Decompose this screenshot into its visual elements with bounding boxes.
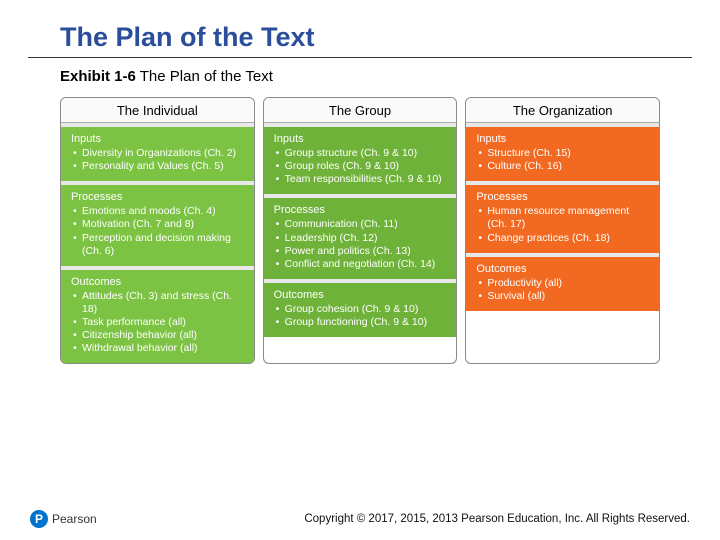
footer: P Pearson Copyright © 2017, 2015, 2013 P… <box>0 510 720 528</box>
exhibit-subtitle: Exhibit 1-6 The Plan of the Text <box>28 58 692 93</box>
list-item: Perception and decision making (Ch. 6) <box>73 232 246 258</box>
column-header: The Individual <box>61 98 254 123</box>
list-item: Communication (Ch. 11) <box>276 218 449 231</box>
exhibit-label: The Plan of the Text <box>136 68 273 85</box>
list-item: Survival (all) <box>478 290 651 303</box>
list-item: Structure (Ch. 15) <box>478 147 651 160</box>
section-head: Inputs <box>71 133 246 145</box>
section-items: Human resource management (Ch. 17)Change… <box>476 205 651 244</box>
list-item: Emotions and moods (Ch. 4) <box>73 205 246 218</box>
list-item: Productivity (all) <box>478 277 651 290</box>
section-head: Outcomes <box>274 289 449 301</box>
column-1: The Group Inputs Group structure (Ch. 9 & … <box>263 97 458 364</box>
section-processes: Processes Communication (Ch. 11)Leadershi… <box>264 194 457 279</box>
section-outcomes: Outcomes Group cohesion (Ch. 9 & 10)Group… <box>264 279 457 337</box>
list-item: Change practices (Ch. 18) <box>478 232 651 245</box>
column-header: The Organization <box>466 98 659 123</box>
title-container: The Plan of the Text <box>28 0 692 58</box>
section-inputs: Inputs Group structure (Ch. 9 & 10)Group … <box>264 123 457 194</box>
list-item: Citizenship behavior (all) <box>73 329 246 342</box>
section-items: Communication (Ch. 11)Leadership (Ch. 12… <box>274 218 449 271</box>
section-head: Processes <box>274 204 449 216</box>
column-2: The Organization Inputs Structure (Ch. 15)… <box>465 97 660 364</box>
exhibit-number: Exhibit 1-6 <box>60 68 136 85</box>
list-item: Task performance (all) <box>73 316 246 329</box>
list-item: Group structure (Ch. 9 & 10) <box>276 147 449 160</box>
list-item: Group roles (Ch. 9 & 10) <box>276 160 449 173</box>
diagram-columns: The Individual Inputs Diversity in Organiz… <box>0 97 720 364</box>
section-inputs: Inputs Diversity in Organizations (Ch. 2)… <box>61 123 254 181</box>
copyright-text: Copyright © 2017, 2015, 2013 Pearson Edu… <box>304 513 690 525</box>
list-item: Power and politics (Ch. 13) <box>276 245 449 258</box>
section-items: Group structure (Ch. 9 & 10)Group roles … <box>274 147 449 186</box>
section-items: Diversity in Organizations (Ch. 2)Person… <box>71 147 246 173</box>
section-items: Structure (Ch. 15)Culture (Ch. 16) <box>476 147 651 173</box>
section-inputs: Inputs Structure (Ch. 15)Culture (Ch. 16) <box>466 123 659 181</box>
section-outcomes: Outcomes Productivity (all)Survival (all) <box>466 253 659 311</box>
section-head: Processes <box>476 191 651 203</box>
section-processes: Processes Human resource management (Ch. … <box>466 181 659 252</box>
section-outcomes: Outcomes Attitudes (Ch. 3) and stress (Ch… <box>61 266 254 364</box>
section-items: Group cohesion (Ch. 9 & 10)Group functio… <box>274 303 449 329</box>
section-head: Outcomes <box>71 276 246 288</box>
list-item: Personality and Values (Ch. 5) <box>73 160 246 173</box>
list-item: Motivation (Ch. 7 and 8) <box>73 218 246 231</box>
section-items: Attitudes (Ch. 3) and stress (Ch. 18)Tas… <box>71 290 246 356</box>
section-head: Inputs <box>476 133 651 145</box>
list-item: Team responsibilities (Ch. 9 & 10) <box>276 173 449 186</box>
logo-badge-icon: P <box>30 510 48 528</box>
section-head: Inputs <box>274 133 449 145</box>
list-item: Human resource management (Ch. 17) <box>478 205 651 231</box>
list-item: Diversity in Organizations (Ch. 2) <box>73 147 246 160</box>
page-title: The Plan of the Text <box>60 22 660 53</box>
column-header: The Group <box>264 98 457 123</box>
column-0: The Individual Inputs Diversity in Organiz… <box>60 97 255 364</box>
list-item: Leadership (Ch. 12) <box>276 232 449 245</box>
list-item: Group cohesion (Ch. 9 & 10) <box>276 303 449 316</box>
section-items: Emotions and moods (Ch. 4)Motivation (Ch… <box>71 205 246 258</box>
section-head: Outcomes <box>476 263 651 275</box>
list-item: Withdrawal behavior (all) <box>73 342 246 355</box>
list-item: Attitudes (Ch. 3) and stress (Ch. 18) <box>73 290 246 316</box>
list-item: Conflict and negotiation (Ch. 14) <box>276 258 449 271</box>
section-items: Productivity (all)Survival (all) <box>476 277 651 303</box>
list-item: Group functioning (Ch. 9 & 10) <box>276 316 449 329</box>
section-head: Processes <box>71 191 246 203</box>
logo-text: Pearson <box>52 512 97 526</box>
section-processes: Processes Emotions and moods (Ch. 4)Motiv… <box>61 181 254 266</box>
publisher-logo: P Pearson <box>30 510 97 528</box>
list-item: Culture (Ch. 16) <box>478 160 651 173</box>
